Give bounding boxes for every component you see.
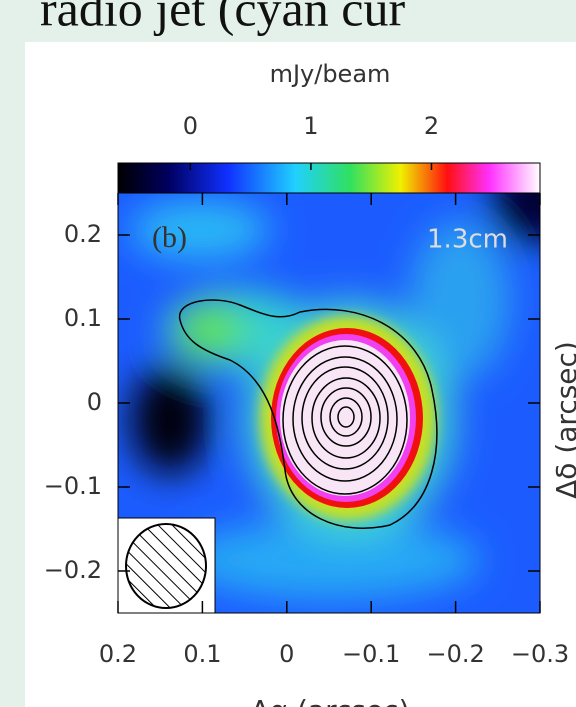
colorbar xyxy=(117,162,541,194)
slide-title: radio jet (cyan cur xyxy=(40,0,405,36)
y-tick-label: −0.2 xyxy=(44,556,102,584)
map-image xyxy=(118,193,540,613)
map-core xyxy=(280,340,410,496)
x-axis-label: Δα (arcsec) xyxy=(250,694,409,707)
x-tick-label: −0.3 xyxy=(511,640,569,668)
contours xyxy=(282,345,408,495)
y-tick-label: 0 xyxy=(87,388,102,416)
colorbar-tick-label: 0 xyxy=(183,112,198,140)
colorbar-label: mJy/beam xyxy=(270,60,391,88)
band-label: 1.3cm xyxy=(427,225,508,255)
colorbar-tick-label: 1 xyxy=(303,112,318,140)
beam xyxy=(125,523,207,609)
x-tick-label: 0 xyxy=(279,640,294,668)
colorbar-tick-label: 2 xyxy=(424,112,439,140)
x-tick-label: 0.2 xyxy=(99,640,137,668)
y-tick-label: 0.1 xyxy=(64,304,102,332)
y-tick-label: −0.1 xyxy=(44,472,102,500)
x-tick-label: −0.1 xyxy=(342,640,400,668)
panel-label: (b) xyxy=(152,221,187,254)
y-axis-label: Δδ (arcsec) xyxy=(550,341,576,499)
x-tick-label: 0.1 xyxy=(183,640,221,668)
y-tick-label: 0.2 xyxy=(64,220,102,248)
x-tick-label: −0.2 xyxy=(426,640,484,668)
contour xyxy=(179,299,438,529)
